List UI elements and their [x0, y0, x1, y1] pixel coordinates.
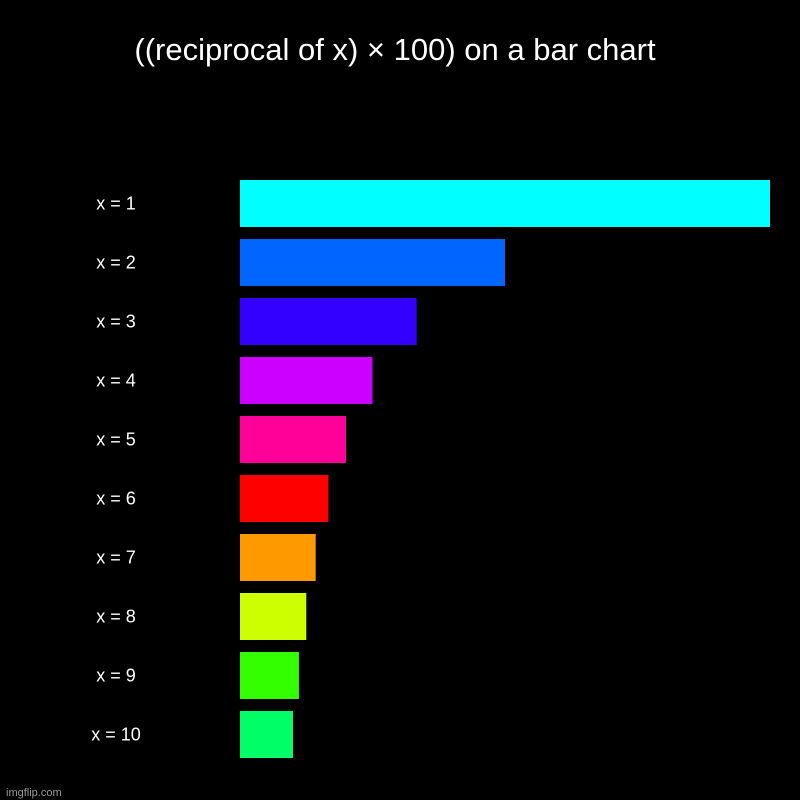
bar-3: [240, 298, 417, 345]
watermark: imgflip.com: [6, 787, 62, 799]
category-label-7: x = 7: [96, 548, 136, 568]
category-label-4: x = 4: [96, 371, 136, 391]
bar-5: [240, 416, 346, 463]
bar-8: [240, 593, 307, 640]
bars: [240, 180, 770, 758]
category-labels: x = 1 x = 2 x = 3 x = 4 x = 5 x = 6 x = 7 x = 8…: [91, 194, 141, 745]
bar-6: [240, 475, 329, 522]
category-label-1: x = 1: [96, 194, 136, 214]
category-label-5: x = 5: [96, 430, 136, 450]
chart-title: ((reciprocal of x) × 100) on a bar chart: [134, 32, 656, 67]
bar-10: [240, 711, 293, 758]
category-label-9: x = 9: [96, 666, 136, 686]
bar-2: [240, 239, 505, 286]
category-label-2: x = 2: [96, 253, 136, 273]
bar-7: [240, 534, 316, 581]
bar-4: [240, 357, 373, 404]
category-label-3: x = 3: [96, 312, 136, 332]
category-label-8: x = 8: [96, 607, 136, 627]
category-label-6: x = 6: [96, 489, 136, 509]
bar-1: [240, 180, 770, 227]
category-label-10: x = 10: [91, 725, 141, 745]
bar-9: [240, 652, 299, 699]
